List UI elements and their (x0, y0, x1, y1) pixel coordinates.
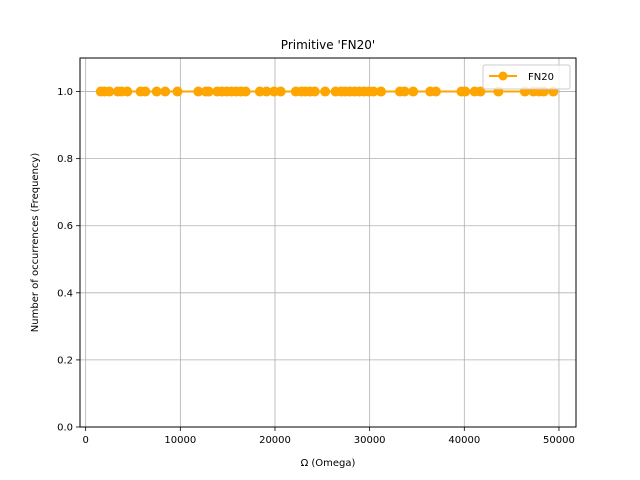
legend-box (482, 64, 571, 90)
data-point (430, 86, 441, 97)
x-axis-ticks: 0 10000 20000 30000 40000 50000 (82, 427, 575, 446)
data-point (376, 86, 387, 97)
data-point (172, 86, 183, 97)
data-point (475, 86, 486, 97)
x-tick-label: 50000 (543, 435, 575, 446)
x-axis-label: Ω (Omega) (301, 458, 356, 469)
data-point (160, 86, 171, 97)
data-point (399, 86, 410, 97)
x-tick-label: 0 (82, 435, 88, 446)
data-point (460, 86, 471, 97)
data-point (104, 86, 115, 97)
data-point (151, 86, 162, 97)
y-tick-label: 0.0 (57, 423, 73, 434)
legend-entry-fn20: FN20 (528, 72, 554, 83)
y-tick-label: 0.2 (57, 355, 73, 366)
y-axis-ticks: 0.0 0.2 0.4 0.6 0.8 1.0 (57, 87, 80, 434)
y-tick-label: 0.6 (57, 221, 73, 232)
series-layer (95, 86, 559, 97)
y-axis-label: Number of occurrences (Frequency) (30, 153, 41, 333)
data-point (203, 86, 214, 97)
y-tick-label: 1.0 (57, 87, 73, 98)
legend: FN20 (482, 64, 571, 90)
data-point (122, 86, 133, 97)
data-point (275, 86, 286, 97)
chart-title: Primitive 'FN20' (281, 38, 375, 52)
y-tick-label: 0.8 (57, 154, 73, 165)
grid (80, 58, 576, 428)
x-tick-label: 30000 (354, 435, 386, 446)
y-tick-label: 0.4 (57, 288, 73, 299)
x-tick-label: 20000 (259, 435, 291, 446)
x-tick-label: 40000 (448, 435, 480, 446)
data-point (408, 86, 419, 97)
x-tick-label: 10000 (164, 435, 196, 446)
data-point (140, 86, 151, 97)
data-point (240, 86, 251, 97)
data-point (320, 86, 331, 97)
legend-marker-swatch (498, 71, 508, 81)
plot-frame (79, 57, 577, 428)
data-point (309, 86, 320, 97)
